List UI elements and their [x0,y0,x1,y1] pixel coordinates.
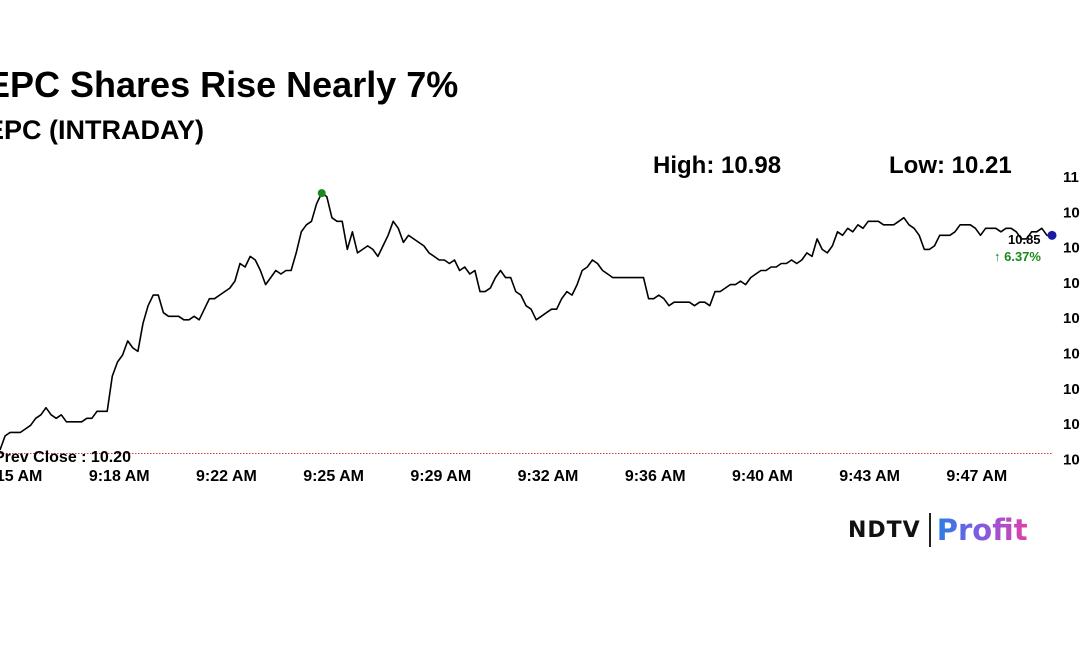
last-price-label: 10.85 [1008,232,1041,247]
x-axis-ticks: 9:15 AM 9:18 AM 9:22 AM 9:25 AM 9:29 AM 9:32 … [0,468,1007,485]
low-stat: Low: 10.21 [889,152,1012,179]
chart-title: EPC Shares Rise Nearly 7% [0,64,459,105]
last-price-marker [1047,230,1057,240]
y-tick-label: 10 [1063,451,1080,468]
prev-close-label: Prev Close : 10.20 [0,449,131,466]
x-tick-label: 9:25 AM [303,468,364,485]
y-axis-ticks: 11 10 10 10 10 10 10 10 10 [1063,169,1080,468]
price-series-line [0,192,1052,451]
logo-brand: NDTV [848,517,921,543]
logo-product: Profit [936,513,1028,547]
y-tick-label: 11 [1063,169,1079,186]
x-tick-label: 9:18 AM [89,468,150,485]
high-stat: High: 10.98 [653,152,782,179]
high-marker [317,189,326,198]
y-tick-label: 10 [1063,204,1080,221]
x-tick-label: 9:40 AM [732,468,793,485]
x-tick-label: 9:29 AM [410,468,471,485]
x-tick-label: 9:36 AM [625,468,686,485]
chart-subtitle: EPC (INTRADAY) [0,115,205,145]
y-tick-label: 10 [1063,275,1080,292]
y-tick-label: 10 [1063,310,1080,327]
y-tick-label: 10 [1063,346,1080,363]
last-change-label: ↑ 6.37% [994,249,1041,264]
ndtv-profit-logo: NDTV Profit [848,510,1028,550]
x-tick-label: 9:22 AM [196,468,257,485]
x-tick-label: 9:43 AM [839,468,900,485]
x-tick-label: 9:15 AM [0,468,42,485]
y-tick-label: 10 [1063,416,1080,433]
x-tick-label: 9:47 AM [946,468,1007,485]
logo-separator [928,513,931,547]
y-tick-label: 10 [1063,240,1080,257]
y-tick-label: 10 [1063,381,1080,398]
x-tick-label: 9:32 AM [518,468,579,485]
